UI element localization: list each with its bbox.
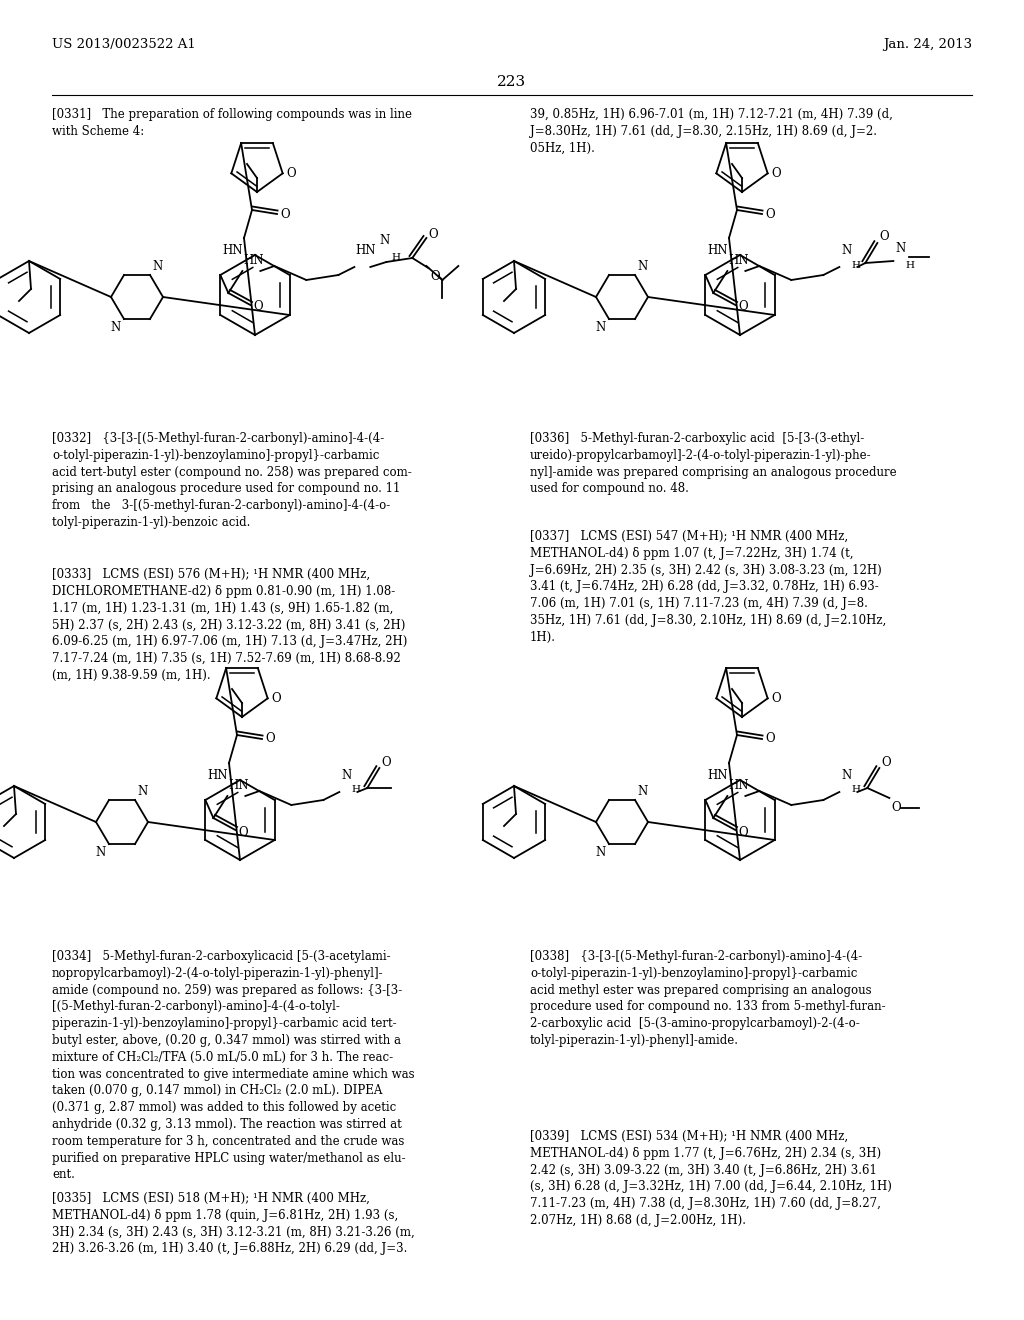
Text: O: O <box>738 825 748 838</box>
Text: O: O <box>880 231 889 243</box>
Text: HN: HN <box>244 253 264 267</box>
Text: 223: 223 <box>498 75 526 88</box>
Text: O: O <box>882 755 891 768</box>
Text: HN: HN <box>222 244 243 257</box>
Text: [0337]   LCMS (ESI) 547 (M+H); ¹H NMR (400 MHz,
METHANOL-d4) δ ppm 1.07 (t, J=7.: [0337] LCMS (ESI) 547 (M+H); ¹H NMR (400… <box>530 531 886 644</box>
Text: N: N <box>596 846 606 859</box>
Text: H: H <box>851 785 860 795</box>
Text: O: O <box>772 692 781 705</box>
Text: H: H <box>351 785 360 795</box>
Text: [0332]   {3-[3-[(5-Methyl-furan-2-carbonyl)-amino]-4-(4-
o-tolyl-piperazin-1-yl): [0332] {3-[3-[(5-Methyl-furan-2-carbonyl… <box>52 432 412 529</box>
Text: O: O <box>772 166 781 180</box>
Text: O: O <box>265 733 274 746</box>
Text: US 2013/0023522 A1: US 2013/0023522 A1 <box>52 38 196 51</box>
Text: N: N <box>137 785 147 799</box>
Text: [0333]   LCMS (ESI) 576 (M+H); ¹H NMR (400 MHz,
DICHLOROMETHANE-d2) δ ppm 0.81-0: [0333] LCMS (ESI) 576 (M+H); ¹H NMR (400… <box>52 568 408 682</box>
Text: O: O <box>891 801 901 814</box>
Text: N: N <box>637 785 647 799</box>
Text: N: N <box>341 770 351 781</box>
Text: HN: HN <box>228 779 249 792</box>
Text: O: O <box>430 271 440 282</box>
Text: N: N <box>96 846 106 859</box>
Text: [0334]   5-Methyl-furan-2-carboxylicacid [5-(3-acetylami-
nopropylcarbamoyl)-2-(: [0334] 5-Methyl-furan-2-carboxylicacid [… <box>52 950 415 1181</box>
Text: O: O <box>253 301 263 314</box>
Text: N: N <box>596 321 606 334</box>
Text: 39, 0.85Hz, 1H) 6.96-7.01 (m, 1H) 7.12-7.21 (m, 4H) 7.39 (d,
J=8.30Hz, 1H) 7.61 : 39, 0.85Hz, 1H) 6.96-7.01 (m, 1H) 7.12-7… <box>530 108 893 154</box>
Text: O: O <box>280 207 290 220</box>
Text: HN: HN <box>728 253 749 267</box>
Text: H: H <box>391 252 400 261</box>
Text: N: N <box>895 242 905 255</box>
Text: [0331]   The preparation of following compounds was in line
with Scheme 4:: [0331] The preparation of following comp… <box>52 108 412 137</box>
Text: N: N <box>842 244 852 257</box>
Text: O: O <box>428 227 438 240</box>
Text: Jan. 24, 2013: Jan. 24, 2013 <box>883 38 972 51</box>
Text: O: O <box>738 301 748 314</box>
Text: O: O <box>765 733 774 746</box>
Text: N: N <box>637 260 647 273</box>
Text: HN: HN <box>207 770 227 781</box>
Text: [0338]   {3-[3-[(5-Methyl-furan-2-carbonyl)-amino]-4-(4-
o-tolyl-piperazin-1-yl): [0338] {3-[3-[(5-Methyl-furan-2-carbonyl… <box>530 950 886 1047</box>
Text: H: H <box>905 260 914 269</box>
Text: O: O <box>271 692 282 705</box>
Text: HN: HN <box>728 779 749 792</box>
Text: O: O <box>239 825 248 838</box>
Text: N: N <box>842 770 852 781</box>
Text: N: N <box>111 321 121 334</box>
Text: N: N <box>379 234 389 247</box>
Text: HN: HN <box>355 244 376 257</box>
Text: N: N <box>152 260 162 273</box>
Text: HN: HN <box>707 244 727 257</box>
Text: O: O <box>287 166 296 180</box>
Text: O: O <box>381 755 391 768</box>
Text: [0336]   5-Methyl-furan-2-carboxylic acid  [5-[3-(3-ethyl-
ureido)-propylcarbamo: [0336] 5-Methyl-furan-2-carboxylic acid … <box>530 432 897 495</box>
Text: O: O <box>765 207 774 220</box>
Text: HN: HN <box>707 770 727 781</box>
Text: [0335]   LCMS (ESI) 518 (M+H); ¹H NMR (400 MHz,
METHANOL-d4) δ ppm 1.78 (quin, J: [0335] LCMS (ESI) 518 (M+H); ¹H NMR (400… <box>52 1192 415 1255</box>
Text: [0339]   LCMS (ESI) 534 (M+H); ¹H NMR (400 MHz,
METHANOL-d4) δ ppm 1.77 (t, J=6.: [0339] LCMS (ESI) 534 (M+H); ¹H NMR (400… <box>530 1130 892 1228</box>
Text: H: H <box>851 260 860 269</box>
